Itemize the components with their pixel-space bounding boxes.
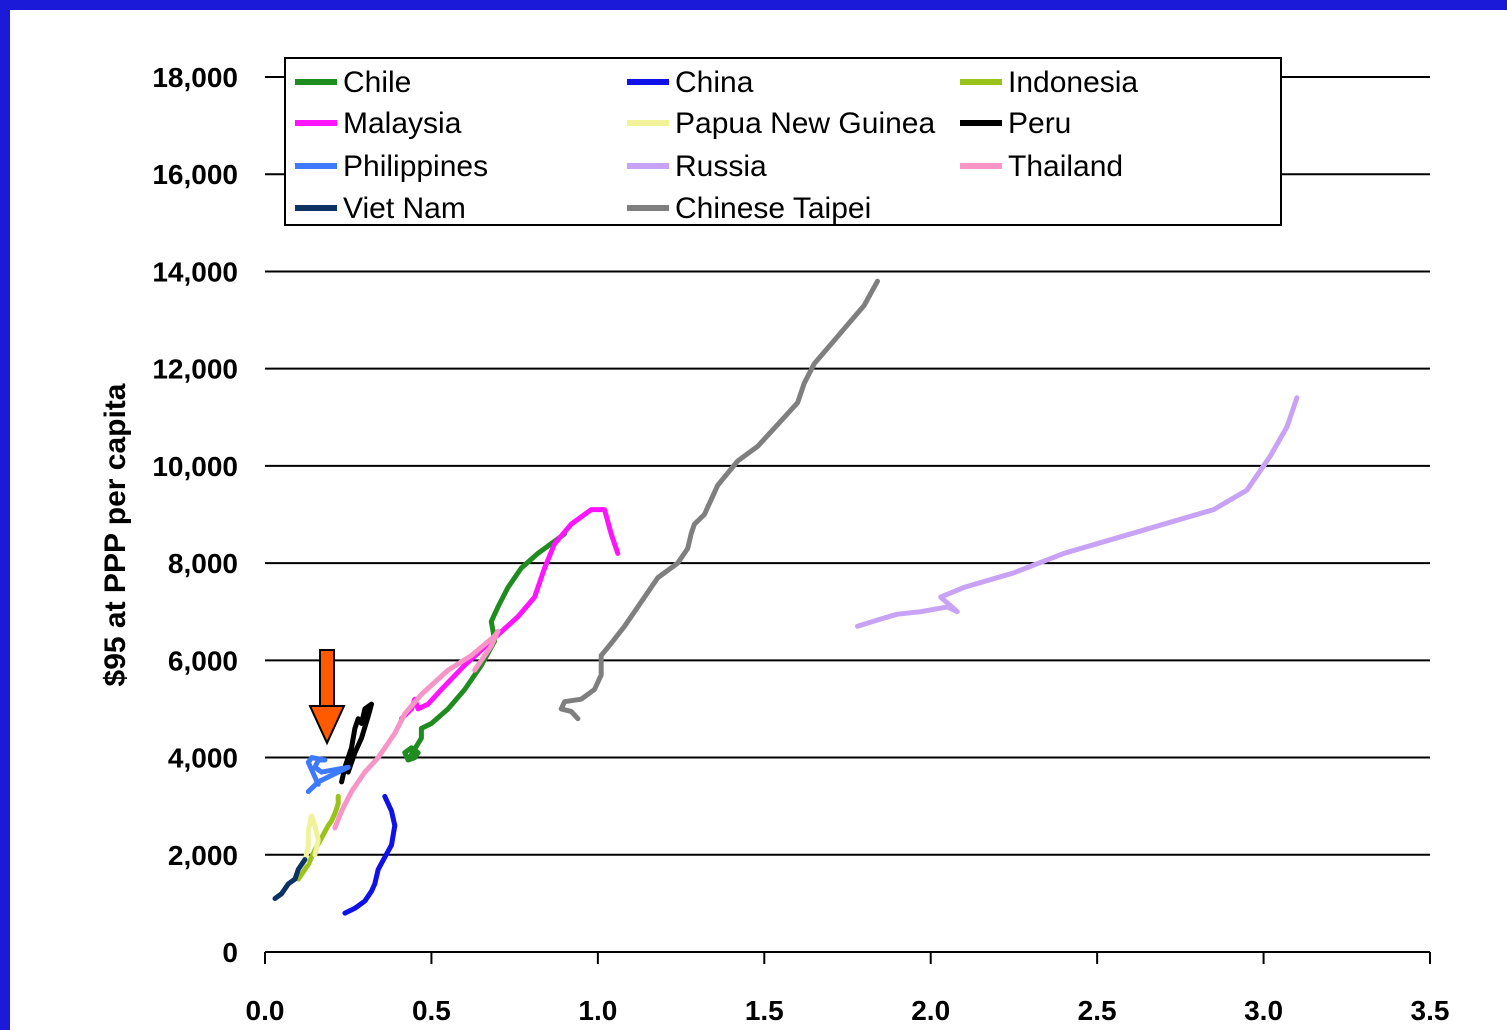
legend-label: Peru [1008, 107, 1071, 140]
series-line-chinese-taipei [558, 278, 880, 722]
x-tick-label: 0.0 [246, 995, 285, 1026]
x-tick-label: 2.5 [1078, 995, 1117, 1026]
series-line-indonesia [295, 793, 341, 882]
y-tick-label: 4,000 [168, 743, 238, 774]
legend-label: Malaysia [343, 107, 462, 140]
y-tick-label: 0 [222, 937, 238, 968]
legend-label: Papua New Guinea [675, 107, 935, 140]
y-tick-label: 16,000 [152, 159, 238, 190]
y-tick-label: 10,000 [152, 451, 238, 482]
x-tick-label: 1.5 [745, 995, 784, 1026]
series-line-chile [402, 531, 568, 763]
y-axis-ticks: 0 2,000 4,000 6,000 8,000 10,000 12,000 14,000 1… [152, 62, 238, 968]
legend-label: Chile [343, 66, 411, 99]
legend-label: Indonesia [1008, 66, 1138, 99]
y-tick-label: 6,000 [168, 645, 238, 676]
y-tick-label: 18,000 [152, 62, 238, 93]
x-tick-label: 1.0 [578, 995, 617, 1026]
series-line-philippines [305, 755, 351, 795]
chart-svg: 0 2,000 4,000 6,000 8,000 10,000 12,000 14,000 1… [99, 57, 1450, 1026]
series-line-china [342, 793, 398, 916]
series-line-malaysia [399, 507, 621, 722]
y-axis-label: $95 at PPP per capita [99, 383, 132, 686]
x-tick-label: 2.0 [911, 995, 950, 1026]
legend-label: Viet Nam [343, 192, 466, 225]
legend-box [284, 57, 1282, 226]
legend-label: Russia [675, 150, 767, 183]
x-tick-label: 3.0 [1244, 995, 1283, 1026]
x-tick-label: 3.5 [1411, 995, 1450, 1026]
y-tick-label: 2,000 [168, 840, 238, 871]
series-line-thailand [332, 628, 501, 831]
series-line-viet-nam [272, 857, 308, 901]
x-tick-label: 0.5 [412, 995, 451, 1026]
series-group [272, 278, 1300, 916]
x-axis: 0.0 0.5 1.0 1.5 2.0 2.5 3.0 3.5 [246, 952, 1450, 1026]
slide-panel: 0 2,000 4,000 6,000 8,000 10,000 12,000 14,000 1… [10, 10, 1507, 1030]
series-line-russia [855, 395, 1300, 629]
legend-label: Philippines [343, 150, 488, 183]
y-tick-label: 12,000 [152, 354, 238, 385]
legend: Chile China Indonesia Malaysia Papua New Gui… [284, 57, 1282, 226]
y-tick-label: 14,000 [152, 256, 238, 287]
arrow-marker [308, 649, 346, 746]
y-tick-label: 8,000 [168, 548, 238, 579]
legend-label: Chinese Taipei [675, 192, 871, 225]
legend-label: Thailand [1008, 150, 1123, 183]
series-line-peru [339, 701, 374, 785]
series-line-papua-new-guinea [302, 813, 321, 865]
legend-label: China [675, 66, 754, 99]
